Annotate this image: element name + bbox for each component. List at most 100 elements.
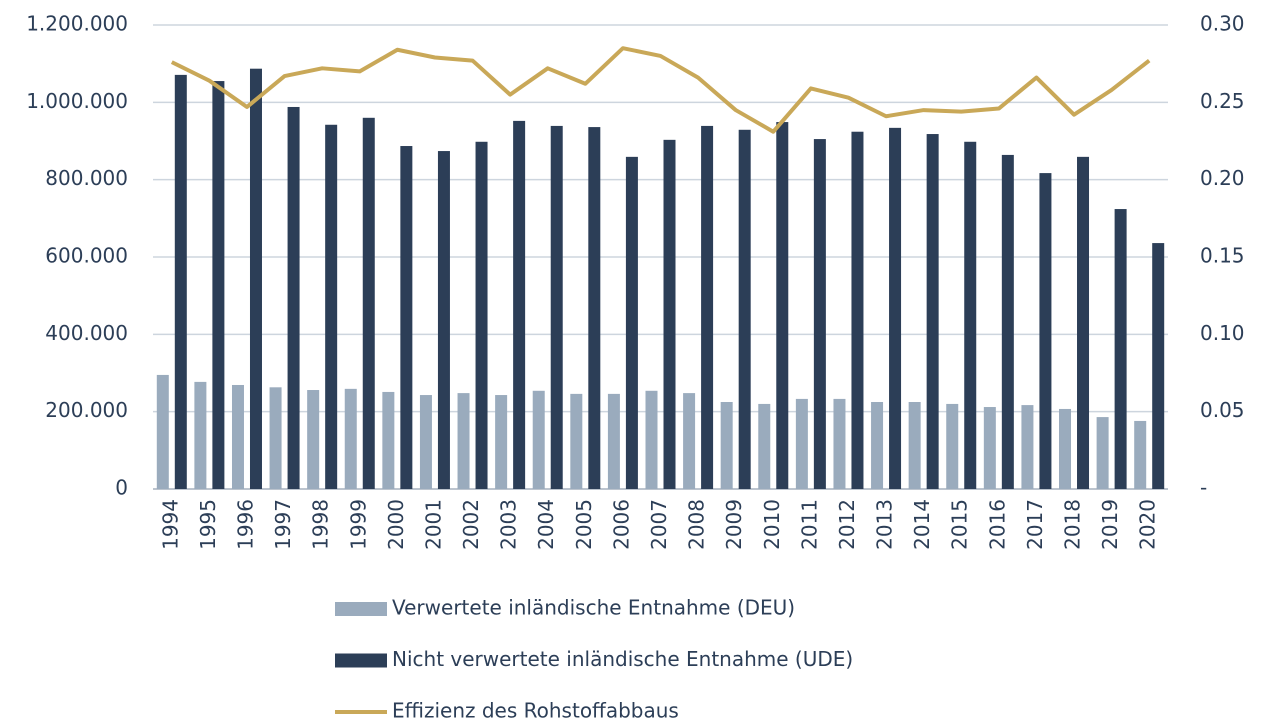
x-tick-label: 2008 [685,499,709,550]
x-tick-label: 2007 [647,499,671,550]
bar [437,151,450,489]
legend-label: Effizienz des Rohstoffabbaus [392,699,679,722]
x-tick-label: 2016 [985,499,1009,550]
x-tick-label: 2011 [797,499,821,550]
y2-tick-label: - [1200,476,1207,500]
y2-tick-label: 0.10 [1200,321,1245,345]
x-tick-label: 2006 [609,499,633,550]
bar [607,393,620,489]
x-tick-label: 2002 [459,499,483,550]
x-tick-label: 1998 [309,499,333,550]
x-tick-label: 2020 [1136,499,1160,550]
x-tick-label: 1995 [196,499,220,550]
bar [908,402,921,489]
bar [1114,209,1127,489]
legend-swatch [335,602,387,616]
bar [738,129,751,489]
y-tick-label: 1.000.000 [26,89,128,113]
x-tick-label: 1994 [158,499,182,550]
bar [287,106,300,490]
x-tick-label: 2001 [421,499,445,550]
y-tick-label: 400.000 [45,321,128,345]
bar [889,127,902,489]
bar [457,393,470,489]
bar [325,124,338,489]
bar [663,139,676,489]
bar [174,74,187,489]
bar [926,134,939,490]
bar [1001,154,1014,490]
x-tick-label: 1999 [346,499,370,550]
y-tick-label: 800.000 [45,166,128,190]
bar [1096,417,1109,489]
bar [1039,173,1052,490]
legend-swatch [335,653,387,668]
x-tick-label: 2014 [910,499,934,550]
bar [307,390,320,489]
bar [156,374,169,489]
bar [813,139,826,490]
bar [1152,243,1165,489]
bar [344,388,357,489]
y-tick-label: 200.000 [45,398,128,422]
bar [570,393,583,489]
bar [194,381,207,489]
bar [231,384,244,489]
bar [1059,408,1072,489]
bar [550,125,563,490]
bar [683,393,696,489]
bar [382,391,395,489]
bar [871,402,884,489]
y2-tick-label: 0.05 [1200,398,1245,422]
bar [495,395,508,489]
bar [701,125,714,490]
bar [249,68,262,490]
x-tick-label: 1997 [271,499,295,550]
bar [758,403,771,489]
x-tick-label: 2017 [1023,499,1047,550]
x-tick-label: 2004 [534,499,558,550]
bar [833,398,846,489]
bar [1134,420,1147,489]
bar [475,141,488,490]
y2-tick-label: 0.15 [1200,244,1245,268]
bar [1077,156,1090,489]
x-tick-label: 2015 [948,499,972,550]
bar [795,398,808,489]
x-tick-label: 2005 [572,499,596,550]
bar [400,146,413,489]
y2-tick-label: 0.25 [1200,89,1245,113]
y2-tick-label: 0.30 [1200,12,1245,36]
x-tick-label: 2000 [384,499,408,550]
bar [588,127,601,489]
y-tick-label: 1.200.000 [26,12,128,36]
bar [720,402,733,489]
bar [625,156,638,489]
bar [645,390,658,489]
x-tick-label: 2018 [1061,499,1085,550]
x-tick-label: 2009 [722,499,746,550]
bar [964,141,977,490]
legend-label: Nicht verwertete inländische Entnahme (U… [392,647,853,671]
x-tick-label: 2019 [1098,499,1122,550]
line-series [170,46,1151,134]
legend-label: Verwertete inländische Entnahme (DEU) [392,596,795,620]
x-tick-label: 2013 [873,499,897,550]
x-tick-label: 2003 [497,499,521,550]
y2-tick-label: 0.20 [1200,166,1245,190]
bar [946,403,959,489]
bar [513,120,526,489]
x-tick-label: 2012 [835,499,859,550]
bar [269,387,282,489]
y-tick-label: 600.000 [45,244,128,268]
bar [419,395,432,489]
y-tick-label: 0 [115,476,128,500]
bar [1021,405,1034,489]
bar [776,122,789,489]
bar [212,81,225,490]
x-tick-label: 1996 [233,499,257,550]
bar [983,407,996,489]
bar [362,117,375,490]
x-tick-label: 2010 [760,499,784,550]
